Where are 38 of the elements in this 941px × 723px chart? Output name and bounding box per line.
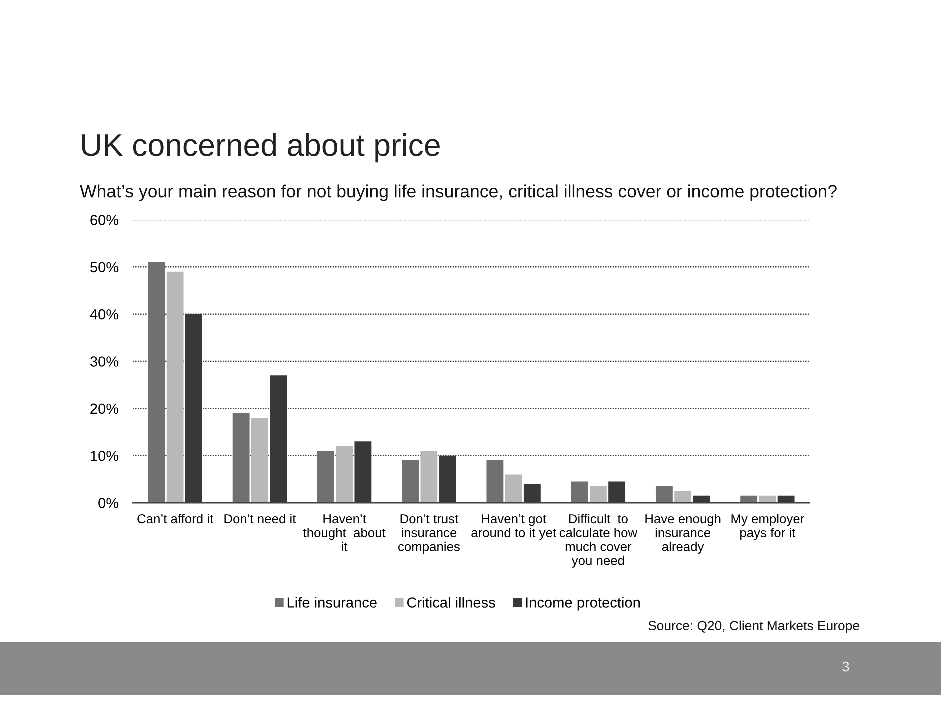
chart-subtitle: What’s your main reason for not buying life insurance, critical illness cover or income protection? xyxy=(80,184,837,202)
y-tick-label: 30% xyxy=(90,356,119,367)
x-tick-label: Don’t trust insurance companies xyxy=(398,514,460,554)
source-note: Source: Q20, Client Markets Europe xyxy=(648,620,860,634)
bar xyxy=(505,474,522,503)
y-tick-label: 10% xyxy=(91,450,119,462)
x-tick-label: Don’t need it xyxy=(224,514,296,524)
bar xyxy=(486,460,504,503)
x-tick-label: Difficult to calculate how much cover you need xyxy=(560,514,638,568)
text: 3 xyxy=(842,662,850,672)
x-tick-label: Haven’t got around to it yet xyxy=(472,514,556,540)
legend-label: Income protection xyxy=(526,597,640,611)
y-tick-label: 40% xyxy=(90,309,119,320)
bar xyxy=(232,413,250,503)
bar xyxy=(674,491,692,503)
y-tick-label: 20% xyxy=(90,404,119,414)
x-tick-label: Haven’t thought about it xyxy=(303,514,386,552)
x-tick-label: Can’t afford it xyxy=(138,514,214,524)
bar xyxy=(336,446,354,503)
bar xyxy=(420,451,438,503)
bar xyxy=(740,496,758,503)
bar xyxy=(759,496,776,503)
legend-label: Life insurance xyxy=(288,597,377,608)
y-tick-label: 60% xyxy=(90,215,119,226)
y-tick-label: 50% xyxy=(90,262,119,273)
x-tick-label: My employer pays for it xyxy=(732,514,804,540)
bar xyxy=(656,486,673,503)
x-tick-label: Have enough insurance already xyxy=(646,514,721,554)
y-tick-label: 0% xyxy=(98,498,119,508)
legend-label: Critical illness xyxy=(407,597,496,608)
bar xyxy=(148,262,166,503)
bar xyxy=(251,418,268,503)
chart-title: UK concerned about price xyxy=(82,133,440,163)
bar xyxy=(590,486,607,503)
bar xyxy=(402,460,420,503)
bar xyxy=(571,482,588,503)
bar xyxy=(317,451,334,503)
bar xyxy=(166,272,184,503)
